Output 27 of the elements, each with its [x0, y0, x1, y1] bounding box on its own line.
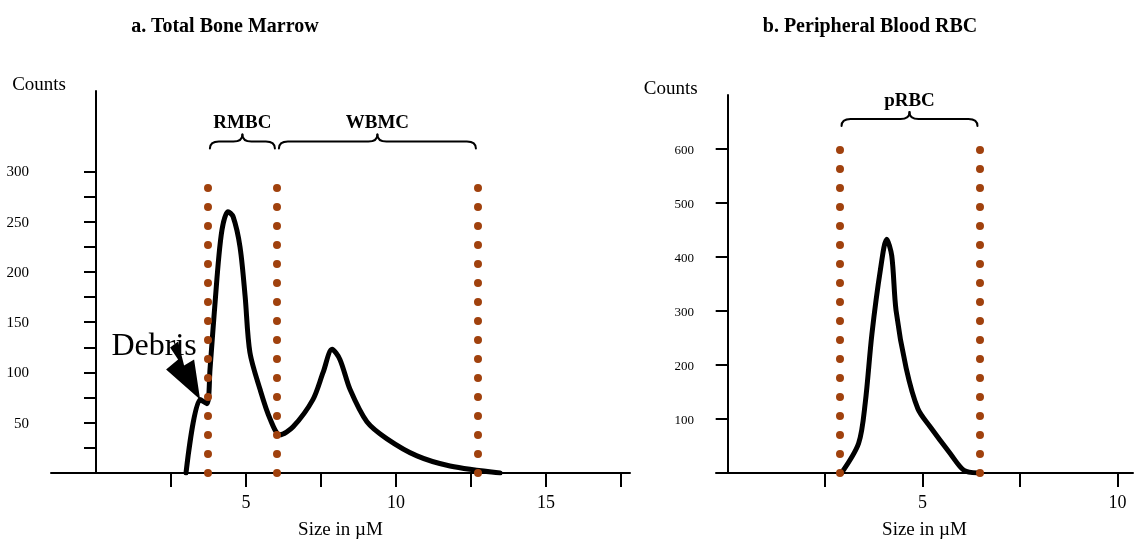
y-tick-label: 100: [674, 411, 694, 427]
y-tick-label: 250: [6, 213, 29, 230]
y-tick-label: 200: [6, 263, 29, 280]
x-axis-title: Size in µM: [882, 518, 968, 539]
x-tick-label: 10: [387, 492, 405, 512]
y-tick-label: 150: [6, 314, 29, 331]
y-tick-label: 50: [14, 414, 29, 431]
y-tick-label: 600: [674, 141, 694, 157]
y-axis-title: Counts: [12, 73, 66, 94]
annotation: RMBC: [213, 110, 272, 132]
annotation: Debris: [111, 325, 197, 362]
annotation: WBMC: [345, 110, 410, 132]
y-tick-label: 300: [6, 163, 29, 180]
y-tick-label: 500: [674, 195, 694, 211]
x-tick-label: 5: [918, 492, 928, 512]
x-tick-label: 5: [241, 492, 251, 512]
x-tick-label: 10: [1108, 492, 1127, 512]
y-tick-label: 400: [674, 249, 694, 265]
y-tick-label: 200: [674, 357, 694, 373]
annotation: pRBC: [884, 88, 935, 110]
chart-title: b. Peripheral Blood RBC: [762, 14, 978, 37]
x-tick-label: 15: [537, 492, 555, 512]
chart-title: a. Total Bone Marrow: [131, 14, 320, 36]
x-axis-title: Size in µM: [298, 518, 384, 539]
y-tick-label: 100: [6, 364, 29, 381]
y-tick-label: 300: [674, 303, 694, 319]
y-axis-title: Counts: [643, 77, 698, 98]
